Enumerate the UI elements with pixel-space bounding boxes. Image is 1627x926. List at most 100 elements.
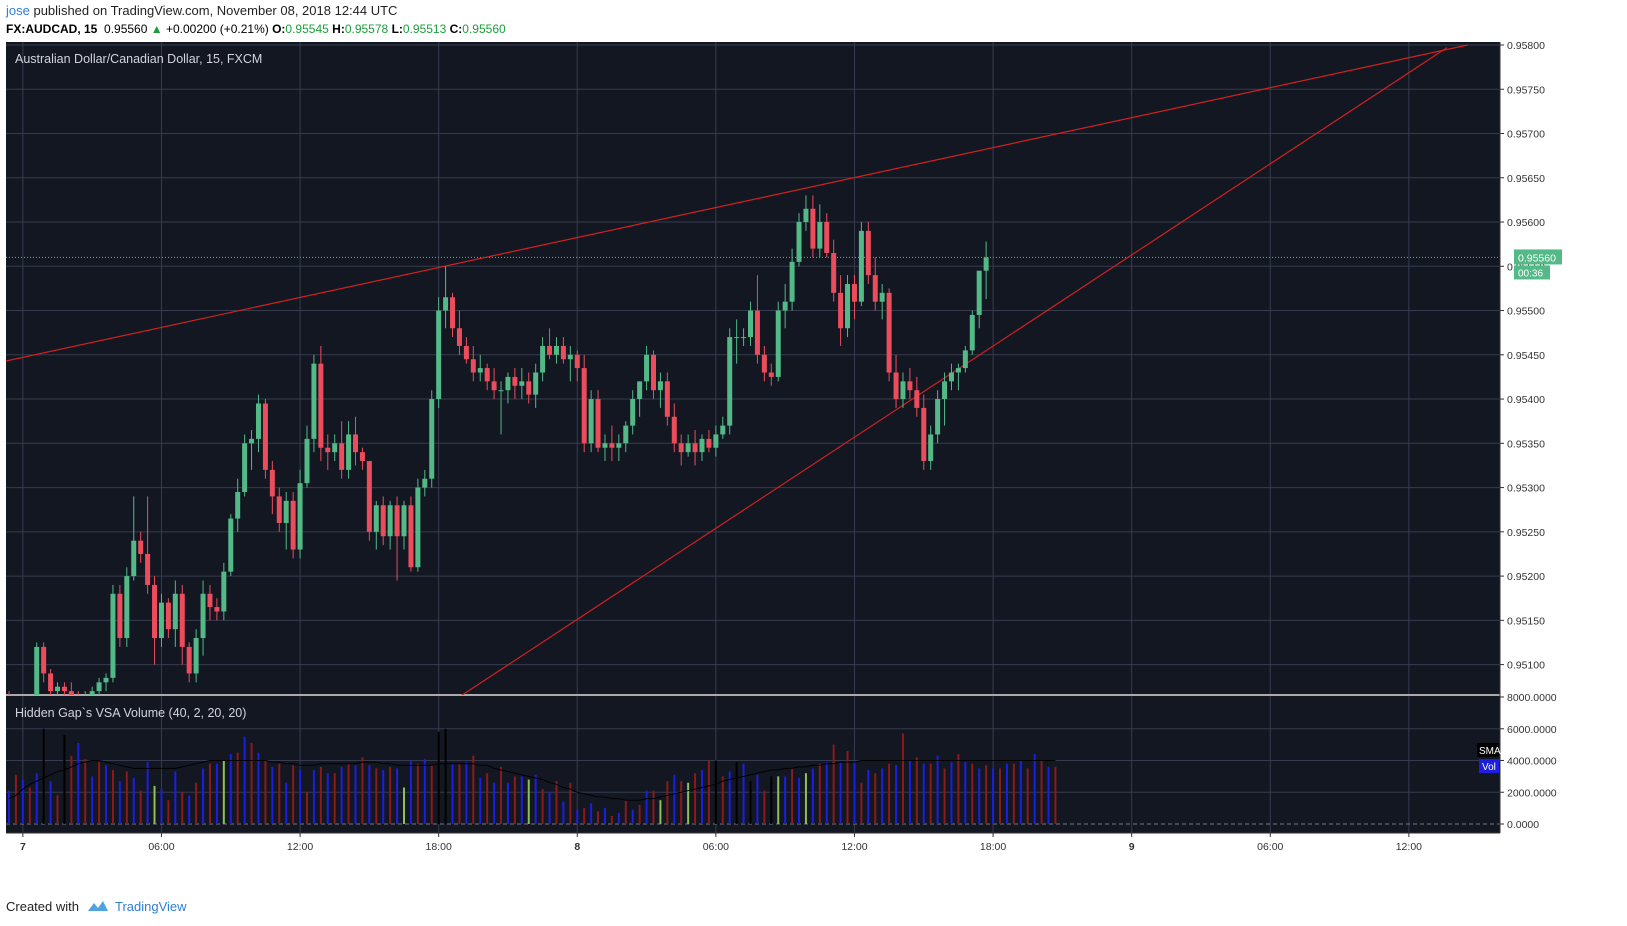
candle-body	[172, 593, 178, 630]
volume-tick-label: 8000.0000	[1507, 692, 1557, 704]
candle-body	[907, 381, 913, 391]
axes: 0.95800 0.95750 0.95700 0.95650 0.95600 0.955…	[6, 40, 1562, 853]
candle-body	[914, 390, 920, 408]
candle-body	[609, 443, 615, 448]
time-tick-label: 06:00	[1257, 841, 1283, 853]
candle-body	[68, 691, 74, 695]
time-tick-label: 18:00	[980, 841, 1006, 853]
candle-body	[595, 399, 601, 448]
candle-body	[242, 443, 248, 492]
candle-body	[893, 372, 899, 400]
candle-body	[450, 297, 456, 329]
price-tick-label: 0.95250	[1507, 527, 1545, 539]
candle-body	[942, 381, 948, 400]
time-tick-label: 7	[20, 841, 26, 853]
up-arrow-icon: ▲	[150, 22, 163, 36]
candle-body	[775, 310, 781, 377]
price-tick-label: 0.95500	[1507, 306, 1545, 318]
candle-body	[249, 438, 255, 444]
candle-body	[498, 390, 504, 392]
candle-body	[89, 691, 95, 695]
candle-body	[685, 443, 691, 453]
candle-body	[921, 407, 927, 462]
candle-body	[678, 443, 684, 453]
symbol-info-bar: FX:AUDCAD, 15 0.95560 ▲ +0.00200 (+0.21%…	[6, 22, 506, 38]
candle-body	[339, 443, 345, 470]
tradingview-link[interactable]: TradingView	[114, 899, 187, 914]
price-change: +0.00200 (+0.21%)	[165, 22, 269, 36]
volume-tick-label: 4000.0000	[1507, 756, 1557, 768]
candle-body	[61, 686, 67, 692]
candle-body	[560, 345, 566, 360]
candle-body	[616, 443, 622, 448]
candle-body	[664, 381, 670, 417]
candle-body	[436, 310, 442, 400]
candle-body	[512, 376, 518, 386]
sma-line	[8, 760, 1056, 801]
candle-body	[387, 505, 393, 537]
sma-legend-box	[1477, 743, 1499, 757]
candle-body	[526, 381, 532, 395]
candle-body	[754, 310, 760, 355]
candle-body	[110, 593, 116, 678]
candle-body	[845, 283, 851, 329]
candle-body	[484, 368, 490, 382]
publish-info: jose published on TradingView.com, Novem…	[6, 3, 397, 21]
candle-body	[117, 593, 123, 639]
vol-legend-label: Vol	[1482, 762, 1496, 773]
volume-tick-label: 2000.0000	[1507, 787, 1557, 799]
candle-body	[380, 505, 386, 537]
price-tick-label: 0.95100	[1507, 660, 1545, 672]
price-tick-label: 0.95450	[1507, 350, 1545, 362]
candle-body	[290, 500, 296, 550]
candle-body	[443, 297, 449, 311]
candles	[8, 195, 989, 695]
candle-body	[179, 593, 185, 647]
candle-body	[706, 438, 712, 448]
candle-body	[713, 434, 719, 448]
candle-body	[456, 328, 462, 346]
candle-body	[879, 292, 885, 302]
candle-body	[886, 292, 892, 373]
time-tick-label: 06:00	[703, 841, 729, 853]
candle-body	[297, 483, 303, 550]
time-tick-label: 12:00	[841, 841, 867, 853]
candle-body	[574, 354, 580, 369]
candle-body	[103, 677, 109, 683]
candle-body	[588, 399, 594, 444]
candle-body	[394, 505, 400, 537]
author-link[interactable]: jose	[6, 3, 30, 18]
indicator-title: Hidden Gap`s VSA Volume (40, 2, 20, 20)	[15, 706, 246, 720]
candle-body	[221, 571, 227, 612]
candle-body	[415, 487, 421, 568]
time-tick-label: 8	[574, 841, 580, 853]
trendline	[6, 44, 1468, 362]
volume-bars	[8, 728, 1057, 824]
candle-body	[734, 337, 740, 339]
close-value: 0.95560	[462, 22, 506, 36]
candle-body	[720, 425, 726, 435]
price-tick-label: 0.95200	[1507, 571, 1545, 583]
candle-body	[41, 646, 47, 674]
high-value: 0.95578	[344, 22, 389, 36]
price-tick-label: 0.95150	[1507, 615, 1545, 627]
open-value: 0.95545	[285, 22, 329, 36]
publish-text: published on TradingView.com, November 0…	[29, 3, 398, 18]
created-with-text: Created with	[6, 899, 79, 914]
candle-body	[304, 438, 310, 484]
candle-body	[644, 354, 650, 382]
price-tick-label: 0.95800	[1507, 40, 1545, 52]
candle-body	[761, 354, 767, 373]
tradingview-logo-icon[interactable]	[87, 899, 109, 916]
time-tick-label: 12:00	[1396, 841, 1422, 853]
footer: Created with TradingView	[6, 899, 187, 916]
candle-body	[630, 399, 636, 426]
candle-body	[928, 434, 934, 462]
candle-body	[602, 443, 608, 448]
countdown-tag	[1514, 265, 1550, 280]
candle-body	[533, 372, 539, 395]
candle-body	[872, 275, 878, 302]
volume-tick-label: 6000.0000	[1507, 724, 1557, 736]
candle-body	[228, 518, 234, 572]
